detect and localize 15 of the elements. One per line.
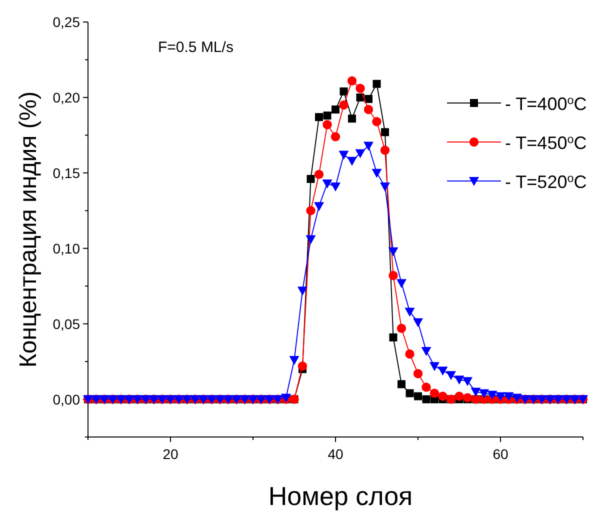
legend-label: - T=400$^{o}$C (505, 94, 587, 114)
x-tick-label: 60 (492, 446, 508, 462)
x-axis-title: Номер слоя (268, 481, 413, 511)
y-tick-label: 0,15 (52, 164, 80, 181)
y-axis-title: Концентрация индия (%) (15, 91, 42, 368)
y-tick-label: 0,25 (52, 14, 80, 30)
y-tick-label: 0,05 (52, 316, 80, 332)
y-tick-label: 0,20 (52, 89, 80, 106)
annotation: F=0.5 ML/s (158, 39, 234, 56)
legend-label: - T=520$^{o}$C (505, 172, 587, 192)
x-tick-label: 40 (328, 446, 344, 462)
x-tick-label: 20 (162, 446, 178, 462)
legend-label: - T=450$^{o}$C (505, 132, 587, 153)
y-tick-label: 0,00 (52, 391, 80, 408)
y-tick-label: 0,10 (52, 240, 80, 256)
